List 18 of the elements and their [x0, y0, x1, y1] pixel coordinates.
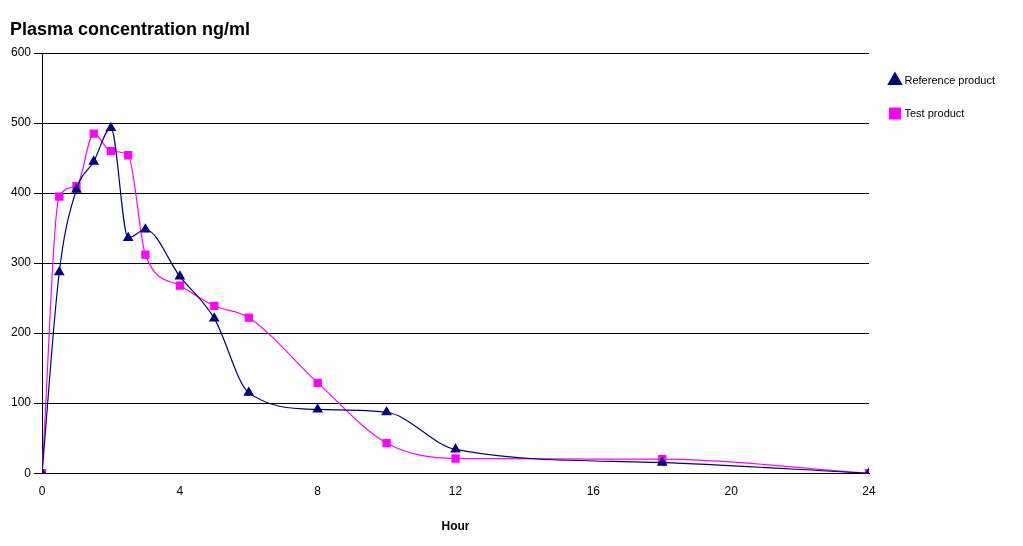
y-axis-title: Plasma concentration ng/ml [10, 18, 251, 39]
x-tick-label: 20 [724, 483, 739, 498]
x-tick-label: 4 [176, 483, 184, 498]
x-tick-label: 16 [586, 483, 601, 498]
y-tick-label: 500 [10, 115, 32, 130]
legend-label: Test product [904, 106, 965, 119]
y-tick-label: 200 [10, 325, 32, 340]
x-axis-title: Hour [441, 519, 470, 534]
legend-label: Reference product [904, 73, 995, 86]
x-tick-label: 0 [38, 483, 46, 498]
y-tick-label: 100 [10, 395, 32, 410]
x-tick-label: 12 [448, 483, 463, 498]
y-tick-label: 300 [10, 255, 32, 270]
y-tick-label: 600 [10, 45, 32, 60]
y-tick-label: 400 [10, 185, 32, 200]
x-tick-label: 24 [862, 483, 876, 498]
x-tick-label: 8 [314, 483, 322, 498]
y-tick-label: 0 [24, 465, 32, 480]
